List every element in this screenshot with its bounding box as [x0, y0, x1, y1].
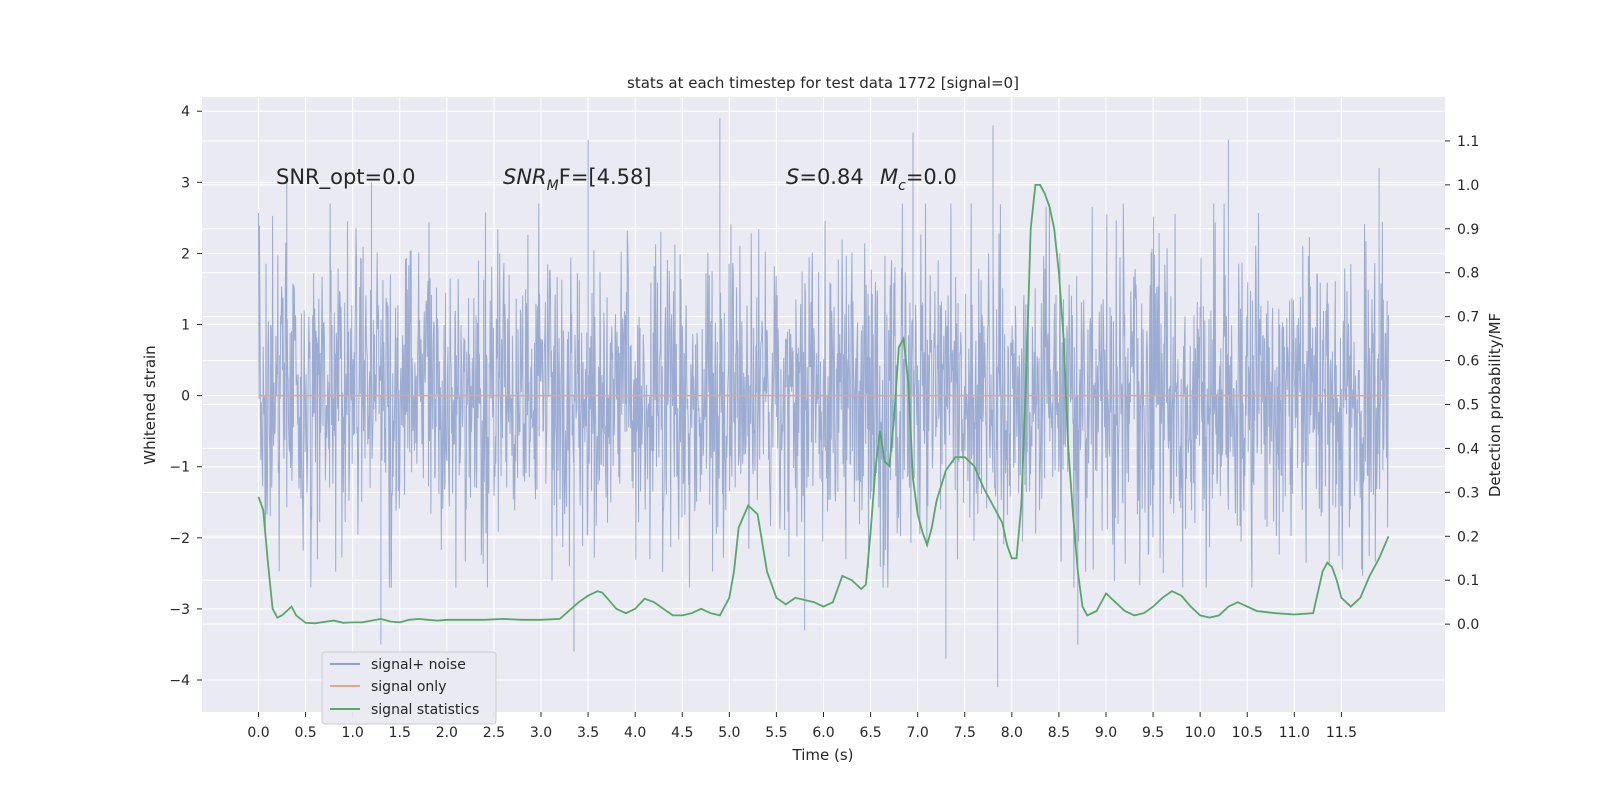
y-left-tick-label: −4: [169, 673, 190, 689]
y-right-tick-label: 0.0: [1457, 617, 1479, 633]
y-axis-left-label: Whitened strain: [141, 345, 159, 464]
legend-box: [321, 651, 497, 725]
y-right-tick-label: 0.6: [1457, 354, 1479, 370]
x-tick-label: 2.5: [483, 725, 505, 741]
y-right-tick-label: 0.3: [1457, 485, 1479, 501]
y-left-tick-label: 2: [181, 246, 190, 262]
y-right-tick-label: 0.4: [1457, 441, 1479, 457]
legend-label-signal-noise: signal+ noise: [371, 657, 466, 673]
x-tick-label: 8.5: [1048, 725, 1070, 741]
x-tick-label: 0.0: [247, 725, 269, 741]
x-tick-label: 6.5: [859, 725, 881, 741]
y-left-tick-label: 0: [181, 389, 190, 405]
legend: signal+ noise signal only signal statist…: [321, 651, 497, 725]
y-right-tick-label: 0.8: [1457, 266, 1479, 282]
annotation-mc-sub: c: [898, 178, 906, 194]
x-tick-label: 6.0: [812, 725, 834, 741]
annotation-s-label: S: [786, 165, 799, 189]
x-tick-label: 9.0: [1095, 725, 1117, 741]
signal-noise-line: [258, 118, 1389, 688]
x-tick-label: 0.5: [294, 725, 316, 741]
y-left-tick-label: −2: [169, 531, 190, 547]
x-tick-label: 4.5: [671, 725, 693, 741]
x-tick-label: 11.5: [1326, 725, 1357, 741]
y-right-tick-label: 0.1: [1457, 573, 1479, 589]
annotation-snr-opt: SNR_opt=0.0: [276, 165, 416, 190]
annotation-snr-mf: SNRMF=[4.58]: [503, 165, 652, 194]
x-tick-label: 10.0: [1185, 725, 1216, 741]
y-left-tick-label: −1: [169, 460, 190, 476]
annotation-mc-label: M: [880, 165, 898, 189]
signal-statistics-line: [257, 183, 1390, 625]
x-axis-label: Time (s): [792, 746, 854, 764]
x-tick-label: 5.0: [718, 725, 740, 741]
series-signal-statistics: [257, 183, 1390, 625]
annotation-s-value: =0.84: [799, 165, 863, 189]
x-tick-label: 7.0: [907, 725, 929, 741]
y-right-tick-label: 0.5: [1457, 398, 1479, 414]
x-tick-label: 5.5: [765, 725, 787, 741]
y-left-tick-label: 1: [181, 318, 190, 334]
x-tick-label: 11.0: [1279, 725, 1310, 741]
x-tick-label: 4.0: [624, 725, 646, 741]
x-tick-label: 2.0: [436, 725, 458, 741]
x-tick-label: 9.5: [1142, 725, 1164, 741]
x-tick-label: 3.5: [577, 725, 599, 741]
y-right-tick-label: 0.2: [1457, 529, 1479, 545]
legend-label-signal-only: signal only: [371, 679, 446, 695]
x-tick-label: 8.0: [1001, 725, 1023, 741]
x-tick-label: 1.0: [342, 725, 364, 741]
y-left-tick-label: 3: [181, 175, 190, 191]
y-right-tick-label: 0.9: [1457, 222, 1479, 238]
annotation-snr-mf-value: F=[4.58]: [559, 165, 652, 189]
annotation-s: S=0.84: [786, 165, 864, 189]
x-tick-label: 1.5: [389, 725, 411, 741]
x-tick-label: 3.0: [530, 725, 552, 741]
y-right-tick-label: 1.0: [1457, 178, 1479, 194]
annotation-snr-mf-sub: M: [547, 178, 559, 194]
y-axis-right-ticks: 1.1 1.0 0.9 0.8 0.7 0.6 0.5 0.4 0.3 0.2 0.1 0.0: [1445, 134, 1479, 633]
y-left-tick-label: 4: [181, 104, 190, 120]
x-tick-label: 10.5: [1232, 725, 1263, 741]
legend-label-signal-statistics: signal statistics: [371, 702, 479, 718]
series-signal-noise: [258, 118, 1389, 688]
y-right-tick-label: 1.1: [1457, 134, 1479, 150]
y-axis-left-ticks: 4 3 2 1 0 −1 −2 −3 −4: [169, 104, 202, 689]
chart-title: stats at each timestep for test data 177…: [627, 74, 1019, 92]
x-tick-label: 7.5: [954, 725, 976, 741]
annotation-mc: Mc=0.0: [880, 165, 957, 194]
y-left-tick-label: −3: [169, 602, 190, 618]
annotation-mc-value: =0.0: [906, 165, 957, 189]
x-axis-ticks: 0.0 0.5 1.0 1.5 2.0 2.5 3.0 3.5 4.0 4.5 5.0 5.5 6.0 6…: [247, 712, 1357, 741]
y-axis-right-label: Detection probability/MF: [1486, 313, 1504, 497]
y-right-tick-label: 0.7: [1457, 310, 1479, 326]
annotation-snr-mf-label: SNR: [503, 165, 547, 189]
